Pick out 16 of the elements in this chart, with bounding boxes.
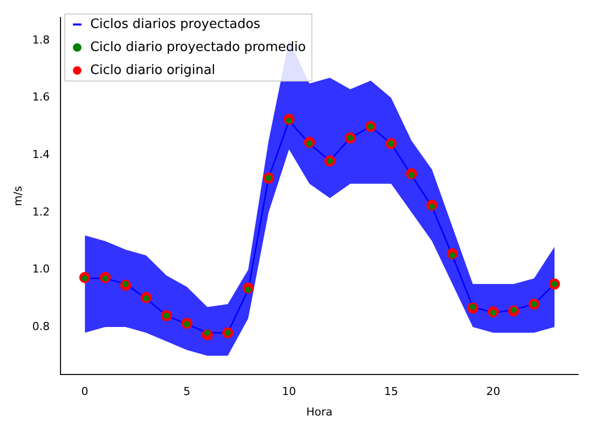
y-tick-label: 0.8: [32, 320, 50, 333]
x-tick-label: 15: [384, 385, 398, 398]
x-axis-title: Hora: [306, 405, 332, 418]
x-tick-label: 5: [183, 385, 190, 398]
y-tick-label: 1.4: [32, 148, 50, 161]
x-tick-label: 0: [81, 385, 88, 398]
y-tick-label: 1.8: [32, 33, 50, 46]
y-tick-label: 1.2: [32, 205, 50, 218]
y-tick-label: 1.6: [32, 90, 50, 104]
legend-label: Ciclos diarios proyectados: [90, 16, 261, 32]
legend-label: Ciclo diario original: [90, 62, 216, 78]
x-tick-label: 20: [486, 385, 500, 398]
y-axis-title: m/s: [11, 186, 24, 206]
legend-label: Ciclo diario proyectado promedio: [90, 40, 306, 55]
x-tick-label: 10: [282, 385, 296, 398]
y-tick-label: 1.0: [32, 262, 50, 276]
